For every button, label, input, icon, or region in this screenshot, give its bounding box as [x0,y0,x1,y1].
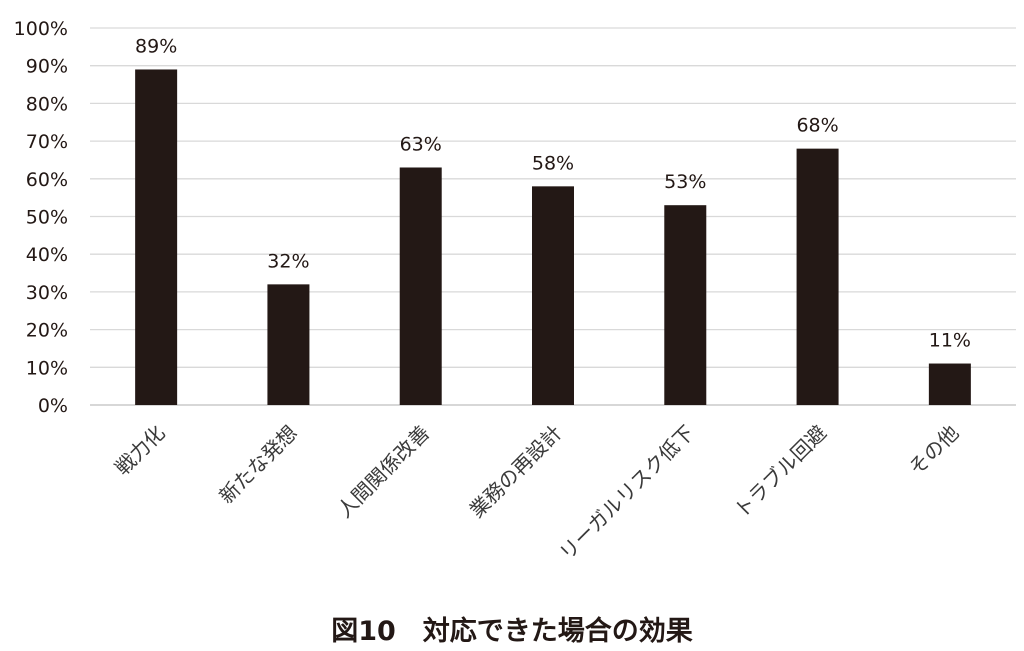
data-labels: 89% 32% 63% 58% 53% 68% 11% [135,35,971,351]
category-label: リーガルリスク低下 [555,421,699,565]
category-label: トラブル回避 [729,421,831,523]
category-label: 戦力化 [110,421,169,480]
bar [267,284,310,405]
y-tick-label: 40% [26,244,68,266]
y-tick-label: 0% [38,395,68,417]
bar [664,205,707,405]
y-tick-label: 20% [26,320,68,342]
y-tick-label: 70% [26,131,68,153]
data-label: 68% [796,115,838,137]
y-tick-label: 50% [26,207,68,229]
y-tick-label: 60% [26,169,68,191]
y-tick-label: 30% [26,282,68,304]
bars [135,69,971,405]
bar [399,167,442,405]
y-tick-label: 10% [26,357,68,379]
y-axis-ticks: 0% 10% 20% 30% 40% 50% 60% 70% 80% 90% 100% [14,18,68,417]
figure-caption: 図10 対応できた場合の効果 [331,615,693,647]
data-label: 89% [135,35,177,57]
data-label: 11% [929,330,971,352]
bar [532,186,574,405]
data-label: 32% [267,250,309,272]
data-label: 53% [664,171,706,193]
y-tick-label: 90% [26,56,68,78]
category-label: 業務の再設計 [465,421,567,523]
data-label: 63% [400,133,442,155]
category-label: 新たな発想 [214,421,302,509]
bar [796,148,839,405]
bar [928,363,971,405]
bar [135,69,178,405]
y-tick-label: 100% [14,18,68,40]
category-label: その他 [904,421,963,480]
data-label: 58% [532,152,574,174]
y-tick-label: 80% [26,93,68,115]
category-label: 人間関係改善 [332,421,434,523]
